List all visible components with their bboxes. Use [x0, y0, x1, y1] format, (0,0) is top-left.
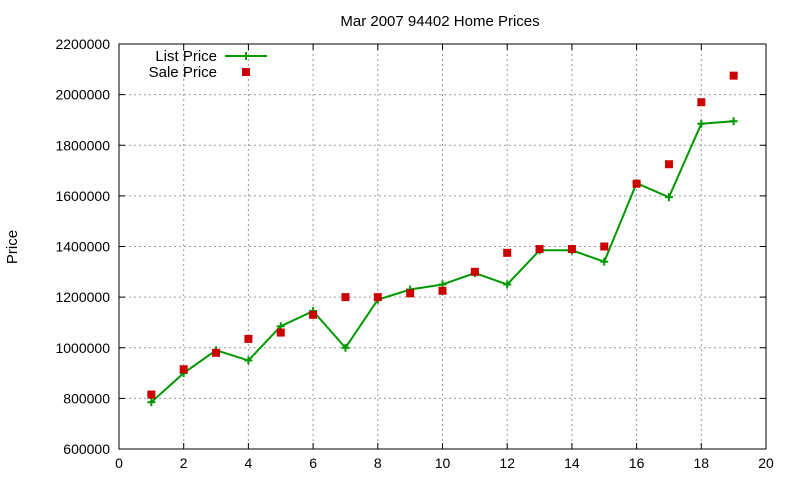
- y-tick-label: 800000: [63, 390, 110, 406]
- data-point: [664, 160, 673, 169]
- data-point: [276, 328, 285, 337]
- series-layer: [147, 71, 738, 407]
- y-axis-label: Price: [4, 230, 21, 264]
- data-point: [697, 119, 706, 128]
- legend-label: Sale Price: [149, 64, 217, 81]
- data-point: [729, 71, 738, 80]
- x-tick-label: 12: [499, 455, 515, 471]
- legend-marker: [242, 68, 250, 76]
- data-point: [697, 98, 706, 107]
- data-point: [600, 257, 609, 266]
- y-tick-label: 1000000: [55, 340, 110, 356]
- data-point: [244, 356, 253, 365]
- y-tick-label: 2000000: [55, 87, 110, 103]
- data-point: [438, 286, 447, 295]
- data-point: [567, 245, 576, 254]
- data-point: [729, 117, 738, 126]
- data-point: [503, 248, 512, 257]
- x-tick-label: 4: [245, 455, 253, 471]
- data-point: [664, 193, 673, 202]
- data-point: [212, 348, 221, 357]
- y-tick-label: 1600000: [55, 188, 110, 204]
- data-point: [341, 293, 350, 302]
- data-point: [341, 343, 350, 352]
- series-sale-price: [147, 71, 738, 399]
- x-tick-label: 16: [629, 455, 645, 471]
- axes: 0 2 4 6 8 10 12 14 16 18 20 600000 800000 1000000 1200…: [55, 36, 774, 471]
- y-tick-label: 600000: [63, 441, 110, 457]
- data-point: [179, 365, 188, 374]
- data-point: [600, 242, 609, 251]
- y-tick-label: 1800000: [55, 137, 110, 153]
- x-tick-label: 20: [758, 455, 774, 471]
- x-tick-label: 8: [374, 455, 382, 471]
- chart-title: Mar 2007 94402 Home Prices: [340, 13, 539, 30]
- y-tick-label: 1200000: [55, 289, 110, 305]
- data-point: [406, 289, 415, 298]
- x-tick-label: 2: [180, 455, 188, 471]
- x-tick-label: 10: [435, 455, 451, 471]
- data-point: [535, 245, 544, 254]
- data-point: [147, 398, 156, 407]
- grid: [119, 44, 766, 449]
- x-tick-label: 18: [694, 455, 710, 471]
- data-point: [244, 334, 253, 343]
- data-point: [309, 310, 318, 319]
- data-point: [503, 280, 512, 289]
- data-point: [373, 293, 382, 302]
- y-tick-label: 1400000: [55, 239, 110, 255]
- legend-marker: [242, 52, 250, 60]
- legend-label: List Price: [155, 48, 217, 65]
- data-point: [632, 179, 641, 188]
- x-tick-label: 0: [115, 455, 123, 471]
- data-point: [470, 267, 479, 276]
- data-point: [147, 390, 156, 399]
- y-tick-label: 2200000: [55, 36, 110, 52]
- x-tick-label: 6: [309, 455, 317, 471]
- x-tick-label: 14: [564, 455, 580, 471]
